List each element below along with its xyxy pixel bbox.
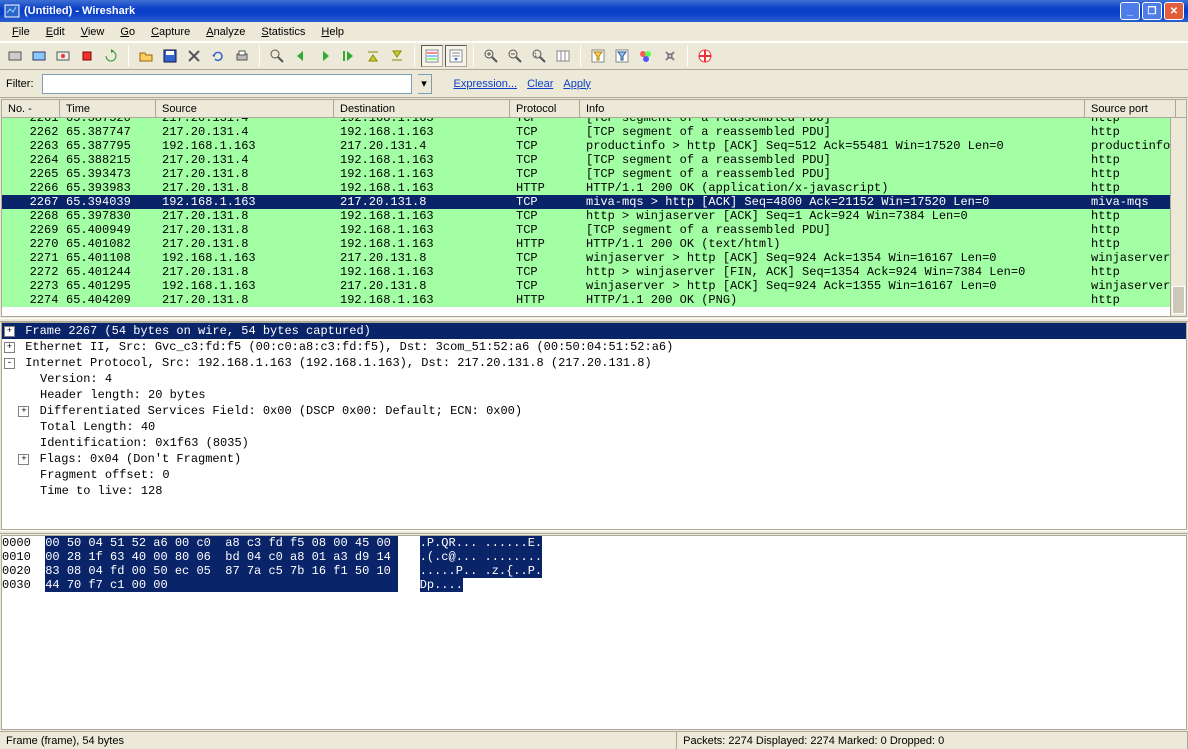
filter-dropdown-button[interactable]: ▾: [418, 74, 432, 94]
hex-line[interactable]: 0010 00 28 1f 63 40 00 80 06 bd 04 c0 a8…: [2, 550, 1186, 564]
col-source[interactable]: Source: [156, 100, 334, 117]
app-icon: [4, 3, 20, 19]
tree-item[interactable]: + Ethernet II, Src: Gvc_c3:fd:f5 (00:c0:…: [2, 339, 1186, 355]
tree-item[interactable]: Version: 4: [2, 371, 1186, 387]
tree-item[interactable]: + Differentiated Services Field: 0x00 (D…: [2, 403, 1186, 419]
hex-line[interactable]: 0000 00 50 04 51 52 a6 00 c0 a8 c3 fd f5…: [2, 536, 1186, 550]
tree-item[interactable]: + Flags: 0x04 (Don't Fragment): [2, 451, 1186, 467]
table-row[interactable]: 227465.404209217.20.131.8192.168.1.163HT…: [2, 293, 1186, 307]
go-forward-button[interactable]: [314, 45, 336, 67]
col-time[interactable]: Time: [60, 100, 156, 117]
tree-item[interactable]: - Internet Protocol, Src: 192.168.1.163 …: [2, 355, 1186, 371]
table-row[interactable]: 226965.400949217.20.131.8192.168.1.163TC…: [2, 223, 1186, 237]
table-row[interactable]: 226865.397830217.20.131.8192.168.1.163TC…: [2, 209, 1186, 223]
packet-bytes[interactable]: 0000 00 50 04 51 52 a6 00 c0 a8 c3 fd f5…: [1, 535, 1187, 730]
filter-input[interactable]: [42, 74, 412, 94]
interfaces-button[interactable]: [4, 45, 26, 67]
col-proto[interactable]: Protocol: [510, 100, 580, 117]
hex-line[interactable]: 0030 44 70 f7 c1 00 00 Dp....: [2, 578, 1186, 592]
table-row[interactable]: 226165.387520217.20.131.4192.168.1.163TC…: [2, 118, 1186, 125]
capture-filters-button[interactable]: [587, 45, 609, 67]
menu-statistics[interactable]: Statistics: [253, 24, 313, 40]
toolbar: 1: [0, 42, 1188, 70]
menu-view[interactable]: View: [73, 24, 113, 40]
filter-label: Filter:: [6, 78, 36, 90]
print-button[interactable]: [231, 45, 253, 67]
col-dest[interactable]: Destination: [334, 100, 510, 117]
table-row[interactable]: 226265.387747217.20.131.4192.168.1.163TC…: [2, 125, 1186, 139]
table-row[interactable]: 227365.401295192.168.1.163217.20.131.8TC…: [2, 279, 1186, 293]
clear-link[interactable]: Clear: [525, 78, 555, 90]
expression-link[interactable]: Expression...: [452, 78, 520, 90]
apply-link[interactable]: Apply: [561, 78, 593, 90]
go-first-button[interactable]: [362, 45, 384, 67]
col-sport[interactable]: Source port: [1085, 100, 1176, 117]
table-row[interactable]: 226365.387795192.168.1.163217.20.131.4TC…: [2, 139, 1186, 153]
menu-go[interactable]: Go: [112, 24, 143, 40]
filterbar: Filter: ▾ Expression... Clear Apply: [0, 70, 1188, 98]
go-back-button[interactable]: [290, 45, 312, 67]
display-filters-button[interactable]: [611, 45, 633, 67]
coloring-rules-button[interactable]: [635, 45, 657, 67]
packet-list[interactable]: No. - Time Source Destination Protocol I…: [1, 99, 1187, 317]
status-right: Packets: 2274 Displayed: 2274 Marked: 0 …: [677, 732, 1188, 749]
restart-capture-button[interactable]: [100, 45, 122, 67]
status-left: Frame (frame), 54 bytes: [0, 732, 677, 749]
zoom-out-button[interactable]: [504, 45, 526, 67]
stop-capture-button[interactable]: [76, 45, 98, 67]
close-button[interactable]: ✕: [1164, 2, 1184, 20]
tree-item[interactable]: Header length: 20 bytes: [2, 387, 1186, 403]
options-button[interactable]: [28, 45, 50, 67]
statusbar: Frame (frame), 54 bytes Packets: 2274 Di…: [0, 731, 1188, 749]
go-last-button[interactable]: [386, 45, 408, 67]
window-title: (Untitled) - Wireshark: [24, 5, 1120, 17]
tree-item[interactable]: Total Length: 40: [2, 419, 1186, 435]
packet-list-header: No. - Time Source Destination Protocol I…: [2, 100, 1186, 118]
preferences-button[interactable]: [659, 45, 681, 67]
table-row[interactable]: 226765.394039192.168.1.163217.20.131.8TC…: [2, 195, 1186, 209]
splitter-2[interactable]: [0, 530, 1188, 534]
table-row[interactable]: 226665.393983217.20.131.8192.168.1.163HT…: [2, 181, 1186, 195]
resize-columns-button[interactable]: [552, 45, 574, 67]
col-info[interactable]: Info: [580, 100, 1085, 117]
table-row[interactable]: 227265.401244217.20.131.8192.168.1.163TC…: [2, 265, 1186, 279]
minimize-button[interactable]: _: [1120, 2, 1140, 20]
packet-details[interactable]: + Frame 2267 (54 bytes on wire, 54 bytes…: [1, 322, 1187, 530]
hex-line[interactable]: 0020 83 08 04 fd 00 50 ec 05 87 7a c5 7b…: [2, 564, 1186, 578]
table-row[interactable]: 227065.401082217.20.131.8192.168.1.163HT…: [2, 237, 1186, 251]
open-button[interactable]: [135, 45, 157, 67]
close-file-button[interactable]: [183, 45, 205, 67]
table-row[interactable]: 226465.388215217.20.131.4192.168.1.163TC…: [2, 153, 1186, 167]
tree-item[interactable]: Time to live: 128: [2, 483, 1186, 499]
packet-list-scrollbar[interactable]: [1170, 118, 1186, 316]
table-row[interactable]: 226565.393473217.20.131.8192.168.1.163TC…: [2, 167, 1186, 181]
zoom-100-button[interactable]: 1: [528, 45, 550, 67]
reload-button[interactable]: [207, 45, 229, 67]
colorize-button[interactable]: [421, 45, 443, 67]
menu-edit[interactable]: Edit: [38, 24, 73, 40]
menubar: FileEditViewGoCaptureAnalyzeStatisticsHe…: [0, 22, 1188, 42]
tree-item[interactable]: Identification: 0x1f63 (8035): [2, 435, 1186, 451]
help-button[interactable]: [694, 45, 716, 67]
autoscroll-button[interactable]: [445, 45, 467, 67]
tree-item[interactable]: Fragment offset: 0: [2, 467, 1186, 483]
save-button[interactable]: [159, 45, 181, 67]
col-no[interactable]: No. -: [2, 100, 60, 117]
titlebar: (Untitled) - Wireshark _ ❐ ✕: [0, 0, 1188, 22]
table-row[interactable]: 227165.401108192.168.1.163217.20.131.8TC…: [2, 251, 1186, 265]
find-button[interactable]: [266, 45, 288, 67]
go-to-button[interactable]: [338, 45, 360, 67]
menu-analyze[interactable]: Analyze: [198, 24, 253, 40]
maximize-button[interactable]: ❐: [1142, 2, 1162, 20]
tree-item[interactable]: + Frame 2267 (54 bytes on wire, 54 bytes…: [2, 323, 1186, 339]
menu-help[interactable]: Help: [313, 24, 352, 40]
start-capture-button[interactable]: [52, 45, 74, 67]
zoom-in-button[interactable]: [480, 45, 502, 67]
menu-file[interactable]: File: [4, 24, 38, 40]
menu-capture[interactable]: Capture: [143, 24, 198, 40]
